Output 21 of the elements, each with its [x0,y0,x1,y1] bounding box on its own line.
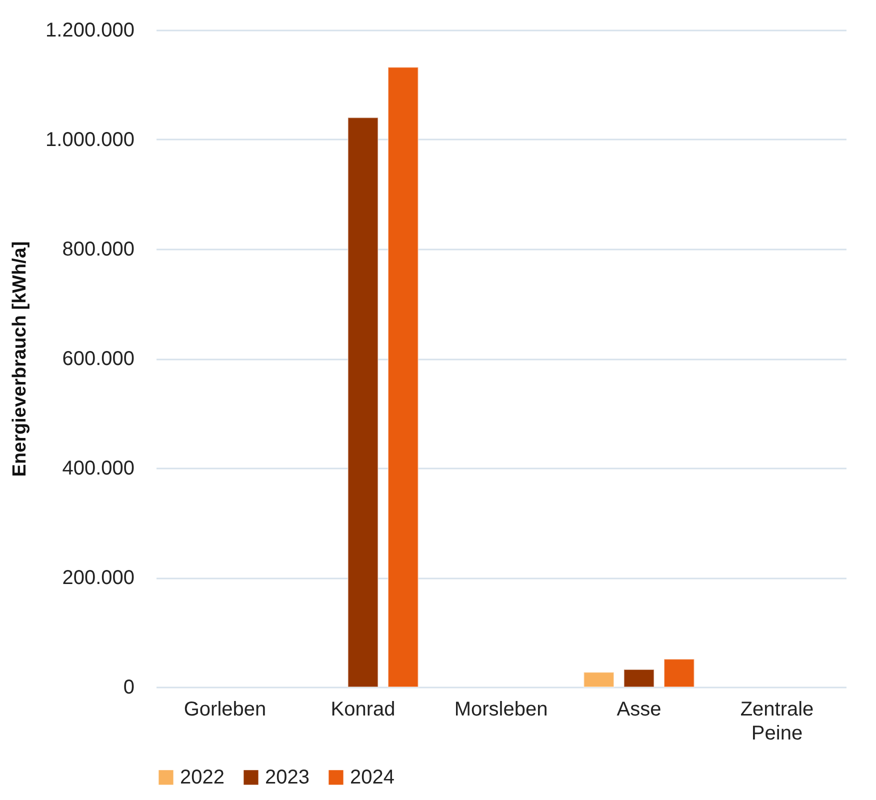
x-tick-label: Asse [616,698,662,720]
y-tick-label: 0 [123,676,134,698]
y-tick-label: 600.000 [62,348,134,370]
y-tick-label: 200.000 [62,567,134,589]
y-tick-label: 800.000 [62,238,134,260]
legend-label: 2024 [350,766,394,788]
bar [623,668,655,688]
y-tick-label: 1.000.000 [46,129,134,151]
bar [664,658,695,688]
legend-label: 2022 [180,766,224,788]
bar [388,66,419,688]
legend-label: 2023 [265,766,310,788]
x-tick-label: Morsleben [454,698,548,720]
y-tick-label: 400.000 [62,458,134,480]
bar [583,672,614,688]
y-axis-title: Energieverbrauch [kWh/a] [10,241,31,477]
bar [347,117,379,688]
x-tick-label: Gorleben [184,698,266,720]
y-tick-label: 1.200.000 [46,20,134,42]
x-tick-label: Konrad [330,698,396,720]
x-tick-label: Zentrale Peine [740,698,814,744]
